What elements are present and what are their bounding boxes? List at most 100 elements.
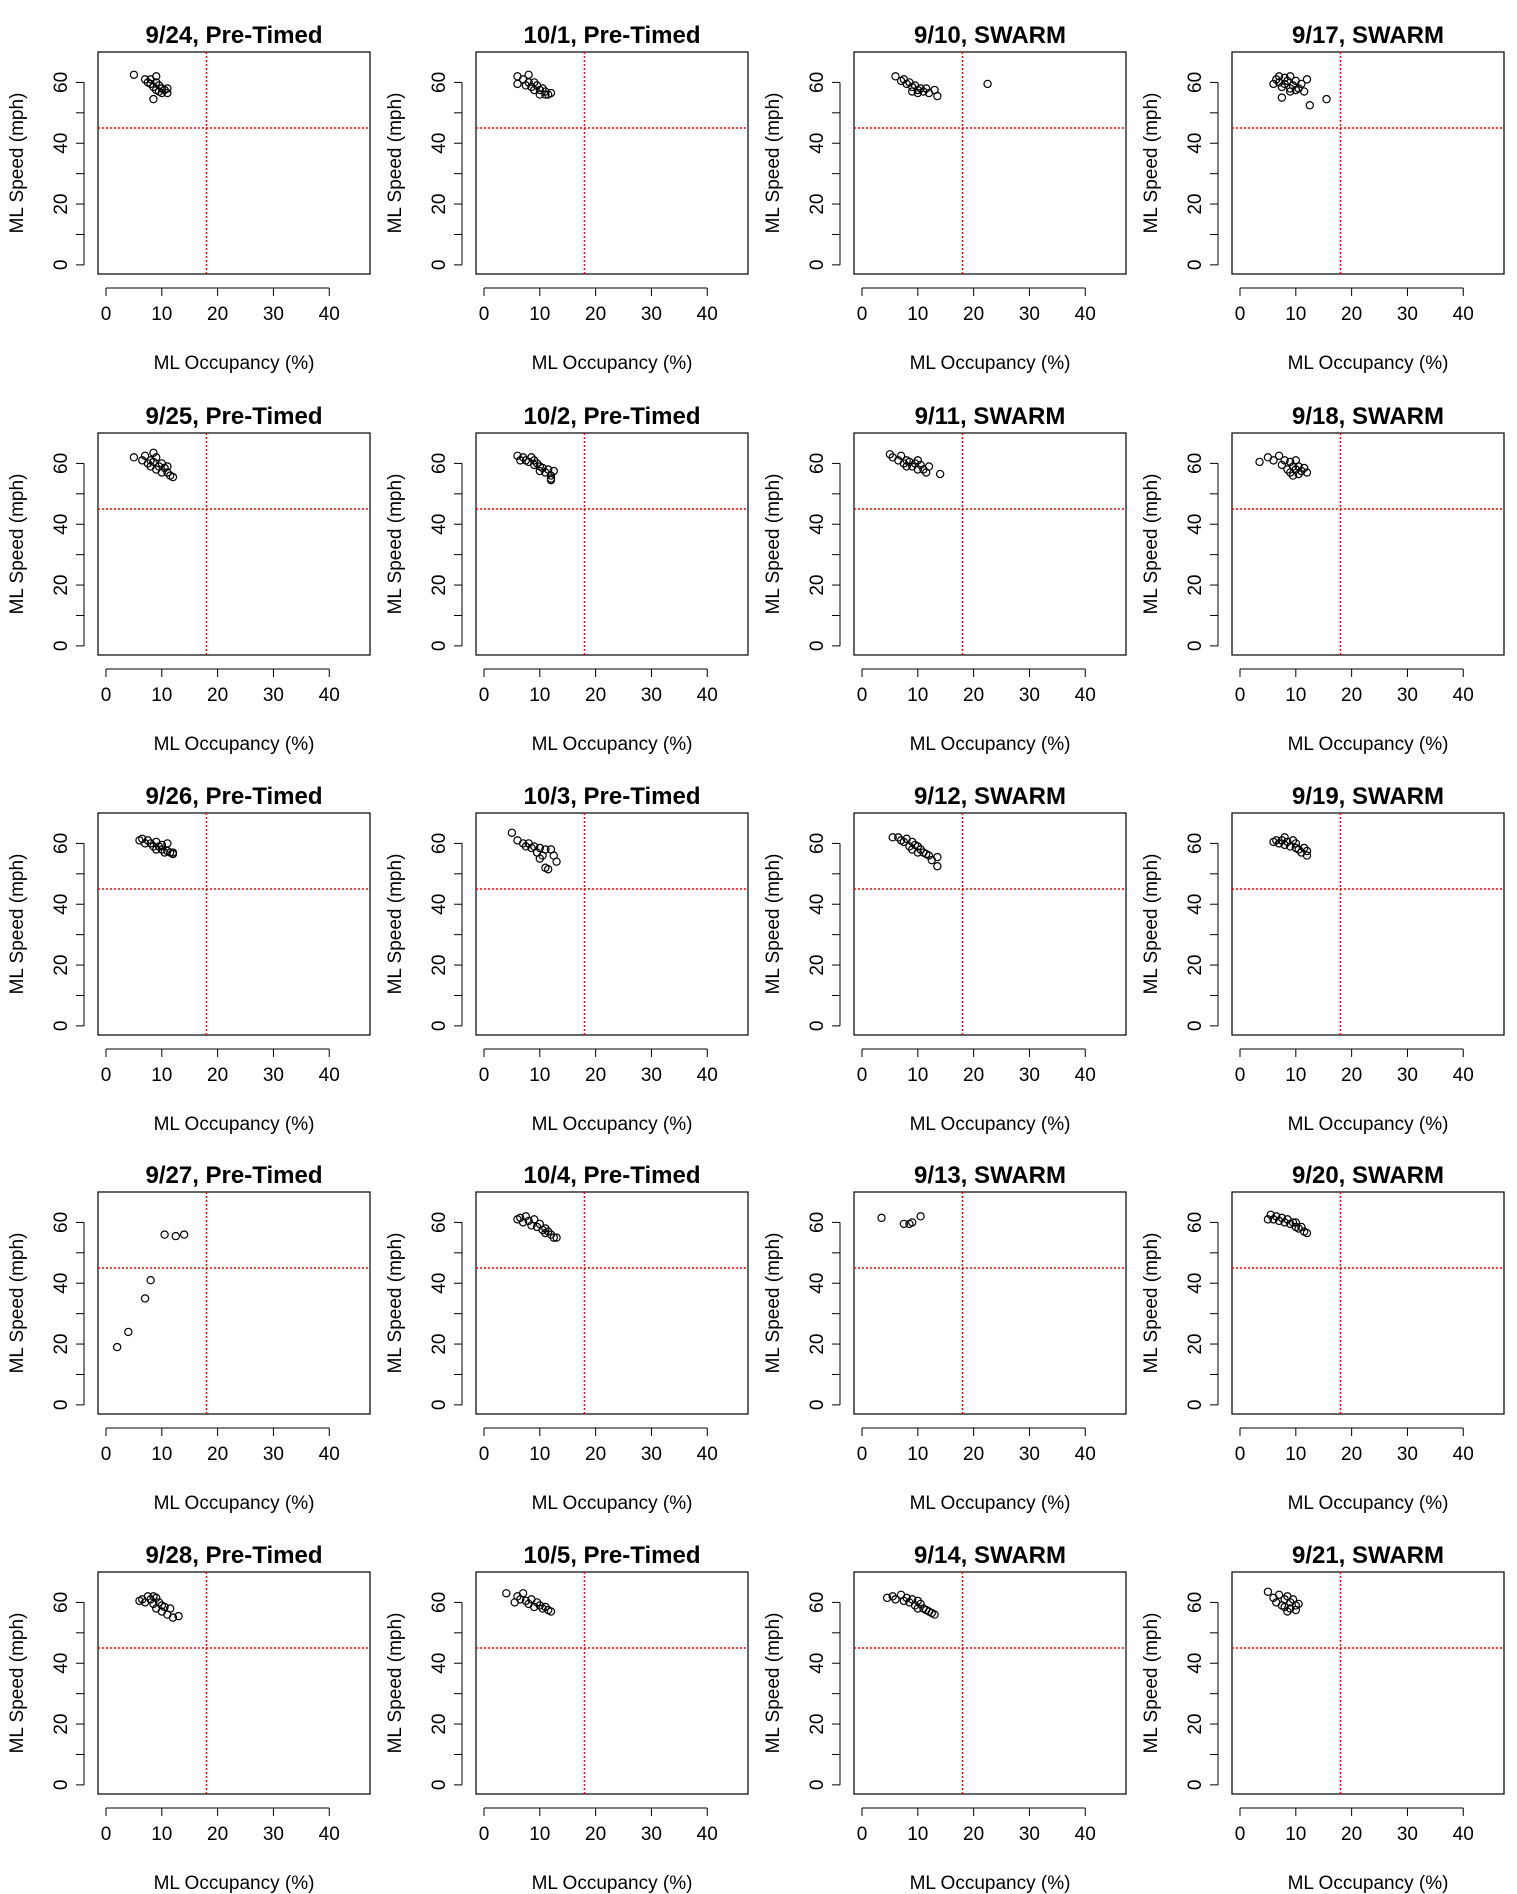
data-point xyxy=(552,1233,561,1242)
y-tick-label: 20 xyxy=(807,1713,828,1734)
y-tick-label: 40 xyxy=(51,894,72,915)
data-point xyxy=(899,1219,909,1229)
panel-title: 9/14, SWARM xyxy=(914,1542,1066,1569)
data-point xyxy=(160,1602,169,1612)
x-tick-label: 20 xyxy=(1341,1065,1362,1086)
data-point xyxy=(913,465,923,474)
data-point xyxy=(1302,851,1312,860)
data-point xyxy=(916,1212,925,1221)
data-point xyxy=(507,828,517,837)
x-tick-label: 0 xyxy=(101,1824,112,1845)
x-tick-label: 30 xyxy=(641,1065,662,1086)
data-point xyxy=(513,451,522,461)
y-tick-label: 0 xyxy=(1185,1780,1206,1791)
x-tick-label: 40 xyxy=(1453,304,1474,325)
x-tick-label: 30 xyxy=(263,685,284,706)
y-tick-label: 40 xyxy=(51,1653,72,1674)
y-tick-label: 0 xyxy=(1185,1400,1206,1411)
panel: 9/13, SWARM 0 10 20 30 40 ML Occupancy (%) 0 20 4… xyxy=(763,1162,1127,1514)
data-point xyxy=(1288,1218,1298,1227)
x-tick-label: 20 xyxy=(585,1444,606,1465)
x-axis-label: ML Occupancy (%) xyxy=(910,734,1071,755)
y-axis-label: ML Speed (mph) xyxy=(7,1613,28,1754)
y-tick-label: 20 xyxy=(1185,954,1206,975)
data-point xyxy=(902,1593,911,1603)
data-point xyxy=(157,840,167,850)
y-axis-label: ML Speed (mph) xyxy=(385,93,406,234)
data-point xyxy=(152,453,161,462)
y-axis-label: ML Speed (mph) xyxy=(1141,854,1162,995)
x-tick-label: 10 xyxy=(1285,1444,1306,1465)
data-point xyxy=(1288,471,1298,480)
data-point xyxy=(152,72,161,81)
x-tick-label: 10 xyxy=(151,1444,172,1465)
plot-frame xyxy=(853,812,1127,1036)
data-point xyxy=(140,1294,150,1303)
x-tick-label: 30 xyxy=(263,304,284,325)
x-tick-label: 0 xyxy=(101,1444,112,1465)
data-point xyxy=(502,1589,511,1598)
x-tick-label: 10 xyxy=(151,685,172,706)
scatter-points xyxy=(129,448,178,482)
y-axis-label: ML Speed (mph) xyxy=(763,1613,784,1754)
x-tick-label: 10 xyxy=(529,1065,550,1086)
x-tick-label: 40 xyxy=(319,685,340,706)
y-axis: 0 20 40 60 ML Speed (mph) xyxy=(385,1212,463,1410)
plot-frame xyxy=(853,1571,1127,1795)
panel-title: 9/11, SWARM xyxy=(915,403,1066,430)
y-axis: 0 20 40 60 ML Speed (mph) xyxy=(763,1592,841,1790)
y-tick-label: 40 xyxy=(807,133,828,154)
data-point xyxy=(1269,456,1278,465)
data-point xyxy=(168,1613,178,1622)
y-tick-label: 60 xyxy=(807,1212,828,1233)
x-tick-label: 20 xyxy=(963,304,984,325)
data-point xyxy=(983,79,992,89)
data-point xyxy=(168,472,178,482)
panel-title: 9/27, Pre-Timed xyxy=(146,1162,323,1189)
data-point xyxy=(913,88,923,98)
scatter-points xyxy=(891,72,992,101)
x-tick-label: 0 xyxy=(479,1444,490,1465)
panel-title: 9/21, SWARM xyxy=(1292,1542,1444,1569)
x-axis: 0 10 20 30 40 ML Occupancy (%) xyxy=(857,1427,1096,1514)
data-point xyxy=(535,843,545,853)
data-point xyxy=(1294,469,1303,479)
panel: 9/24, Pre-Timed 0 10 20 30 40 ML Occupancy (%)… xyxy=(7,22,371,374)
panel-title: 9/13, SWARM xyxy=(914,1162,1066,1189)
data-point xyxy=(1283,1607,1292,1616)
y-axis-label: ML Speed (mph) xyxy=(385,854,406,995)
data-point xyxy=(516,1213,525,1223)
x-axis: 0 10 20 30 40 ML Occupancy (%) xyxy=(857,1048,1096,1135)
x-tick-label: 30 xyxy=(641,685,662,706)
data-point xyxy=(157,468,167,477)
plot-frame xyxy=(97,1191,371,1415)
y-tick-label: 0 xyxy=(807,1400,828,1411)
x-axis: 0 10 20 30 40 ML Occupancy (%) xyxy=(479,1807,718,1894)
y-tick-label: 60 xyxy=(429,72,450,93)
data-point xyxy=(1274,1590,1284,1600)
x-tick-label: 10 xyxy=(529,1444,550,1465)
y-tick-label: 60 xyxy=(51,1592,72,1613)
data-point xyxy=(924,851,934,860)
y-tick-label: 0 xyxy=(51,1780,72,1791)
x-axis: 0 10 20 30 40 ML Occupancy (%) xyxy=(479,1427,718,1514)
x-axis-label: ML Occupancy (%) xyxy=(532,353,693,374)
data-point xyxy=(149,1592,158,1601)
x-axis-label: ML Occupancy (%) xyxy=(154,1114,315,1135)
data-point xyxy=(1280,456,1289,465)
x-tick-label: 40 xyxy=(697,1444,718,1465)
x-tick-label: 40 xyxy=(1075,304,1096,325)
panel: 9/28, Pre-Timed 0 10 20 30 40 ML Occupancy (%)… xyxy=(7,1542,371,1894)
scatter-points xyxy=(882,1590,939,1619)
data-point xyxy=(1322,94,1331,104)
data-point xyxy=(163,88,172,98)
panel: 10/4, Pre-Timed 0 10 20 30 40 ML Occupancy (%)… xyxy=(385,1162,749,1514)
x-tick-label: 0 xyxy=(479,1065,490,1086)
scatter-points xyxy=(507,828,561,874)
x-axis: 0 10 20 30 40 ML Occupancy (%) xyxy=(1235,1807,1474,1894)
y-tick-label: 60 xyxy=(51,833,72,854)
panel-title: 9/17, SWARM xyxy=(1292,22,1444,49)
y-axis: 0 20 40 60 ML Speed (mph) xyxy=(7,1212,85,1410)
data-point xyxy=(877,1213,886,1223)
x-tick-label: 40 xyxy=(1075,1065,1096,1086)
